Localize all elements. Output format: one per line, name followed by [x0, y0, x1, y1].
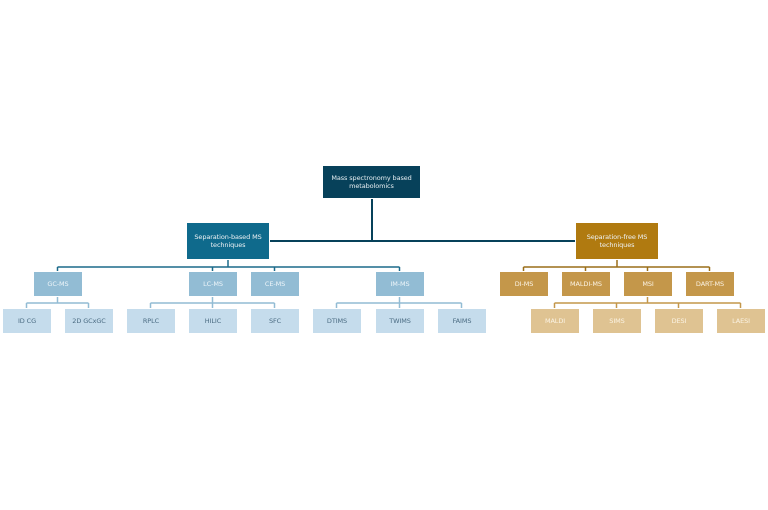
node-label: HILIC — [204, 317, 222, 325]
node-ce-ms: CE-MS — [250, 271, 300, 297]
node-label: MSI — [642, 280, 654, 288]
node-label: FAIMS — [452, 317, 472, 325]
node-id-cg: ID CG — [2, 308, 52, 334]
node-label: RPLC — [142, 317, 160, 325]
node-separation-free: Separation-free MS techniques — [575, 222, 659, 260]
node-label: Mass spectronomy based metabolomics — [331, 174, 412, 190]
node-dtims: DTIMS — [312, 308, 362, 334]
node-di-ms: DI-MS — [499, 271, 549, 297]
node-label: MALDI-MS — [570, 280, 602, 288]
node-label: DART-MS — [695, 280, 725, 288]
node-lc-ms: LC-MS — [188, 271, 238, 297]
node-separation-based: Separation-based MS techniques — [186, 222, 270, 260]
node-rplc: RPLC — [126, 308, 176, 334]
node-label: LC-MS — [203, 280, 223, 288]
node-hilic: HILIC — [188, 308, 238, 334]
node-desi: DESI — [654, 308, 704, 334]
node-label: 2D GCxGC — [72, 317, 106, 325]
node-label: Separation-based MS techniques — [194, 233, 262, 249]
node-label: LAESI — [732, 317, 750, 325]
node-label: TWIMS — [389, 317, 411, 325]
node-2d-gcxgc: 2D GCxGC — [64, 308, 114, 334]
node-label: DESI — [671, 317, 687, 325]
node-laesi: LAESI — [716, 308, 766, 334]
node-dart-ms: DART-MS — [685, 271, 735, 297]
node-label: SIMS — [609, 317, 625, 325]
node-label: SFC — [268, 317, 282, 325]
node-sims: SIMS — [592, 308, 642, 334]
node-label: DTIMS — [326, 317, 348, 325]
node-gc-ms: GC-MS — [33, 271, 83, 297]
node-maldi: MALDI — [530, 308, 580, 334]
node-label: MALDI — [544, 317, 566, 325]
node-label: Separation-free MS techniques — [586, 233, 648, 249]
node-im-ms: IM-MS — [375, 271, 425, 297]
node-root: Mass spectronomy based metabolomics — [322, 165, 421, 199]
node-sfc: SFC — [250, 308, 300, 334]
node-label: DI-MS — [514, 280, 534, 288]
node-faims: FAIMS — [437, 308, 487, 334]
node-label: GC-MS — [47, 280, 69, 288]
node-twims: TWIMS — [375, 308, 425, 334]
node-label: ID CG — [17, 317, 37, 325]
node-label: IM-MS — [390, 280, 410, 288]
node-msi: MSI — [623, 271, 673, 297]
node-label: CE-MS — [264, 280, 286, 288]
node-maldi-ms: MALDI-MS — [561, 271, 611, 297]
